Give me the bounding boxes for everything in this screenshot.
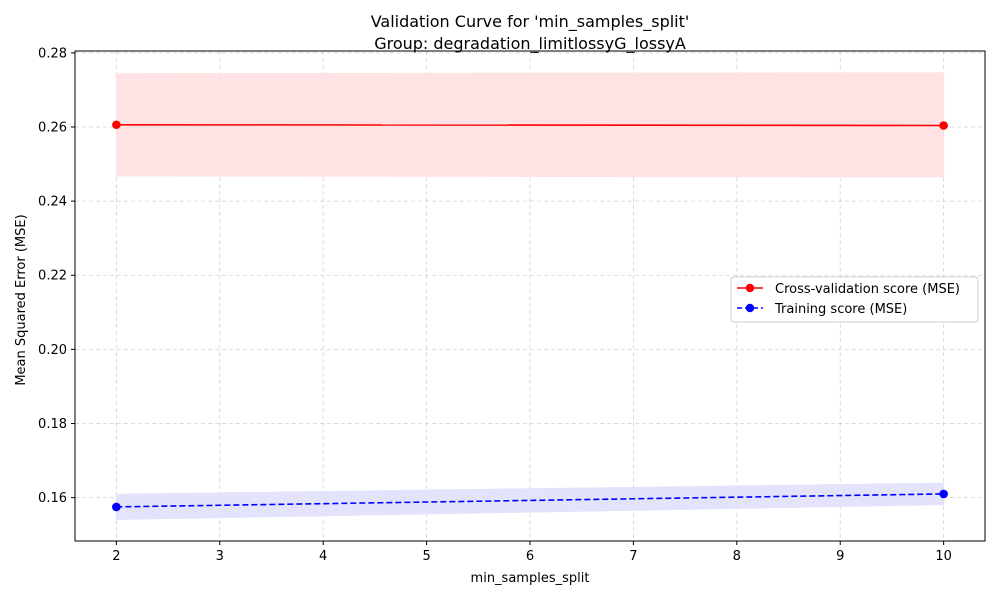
y-tick-label: 0.16 — [38, 491, 67, 506]
y-tick-label: 0.24 — [38, 195, 67, 210]
y-tick-label: 0.26 — [38, 120, 67, 135]
legend-swatch-cv-marker — [745, 283, 755, 293]
x-tick-label: 8 — [733, 549, 741, 564]
y-axis-ticks: 0.16 0.18 0.20 0.22 0.24 0.26 0.28 — [38, 46, 75, 506]
series-0-line — [116, 123, 944, 127]
legend-swatch-train-marker — [745, 303, 755, 313]
legend-box — [730, 276, 979, 323]
y-tick-label: 0.28 — [38, 46, 67, 61]
chart-title: Validation Curve for 'min_samples_split' — [371, 12, 690, 32]
series-1-point — [939, 489, 948, 499]
legend-label-cv: Cross-validation score (MSE) — [775, 282, 960, 297]
x-tick-label: 2 — [112, 549, 120, 564]
x-axis-ticks: 2 3 4 5 6 7 8 9 10 — [112, 541, 952, 564]
x-tick-label: 5 — [422, 549, 430, 564]
legend-label-train: Training score (MSE) — [774, 302, 907, 317]
x-tick-label: 3 — [216, 549, 224, 564]
legend: Cross-validation score (MSE) Training sc… — [730, 276, 979, 323]
x-tick-label: 7 — [629, 549, 637, 564]
series-markers — [112, 120, 948, 512]
y-tick-label: 0.22 — [38, 269, 67, 284]
x-tick-label: 10 — [935, 549, 952, 564]
x-tick-label: 9 — [836, 549, 844, 564]
series-1-point — [112, 502, 121, 512]
series-1-line — [116, 493, 944, 508]
x-axis-label: min_samples_split — [471, 571, 590, 586]
y-tick-label: 0.20 — [38, 343, 67, 358]
series-0-point — [939, 121, 948, 130]
y-tick-label: 0.18 — [38, 417, 67, 432]
x-tick-label: 6 — [526, 549, 534, 564]
chart-subtitle: Group: degradation_limitlossyG_lossyA — [374, 34, 686, 54]
y-axis-label: Mean Squared Error (MSE) — [14, 214, 29, 385]
x-tick-label: 4 — [319, 549, 327, 564]
series-0-point — [112, 120, 121, 130]
series-lines — [116, 123, 944, 508]
